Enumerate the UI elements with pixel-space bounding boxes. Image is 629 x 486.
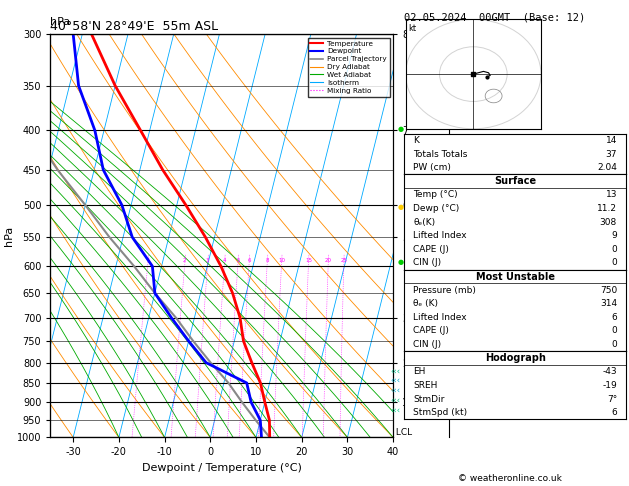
Text: 5: 5: [237, 259, 240, 263]
Text: hPa: hPa: [50, 17, 70, 27]
Y-axis label: km
ASL: km ASL: [419, 225, 437, 246]
Text: -43: -43: [603, 367, 617, 376]
Text: ●: ●: [398, 260, 404, 265]
X-axis label: Dewpoint / Temperature (°C): Dewpoint / Temperature (°C): [142, 463, 302, 473]
Text: Dewp (°C): Dewp (°C): [413, 204, 460, 213]
Text: © weatheronline.co.uk: © weatheronline.co.uk: [458, 474, 562, 483]
Legend: Temperature, Dewpoint, Parcel Trajectory, Dry Adiabat, Wet Adiabat, Isotherm, Mi: Temperature, Dewpoint, Parcel Trajectory…: [308, 37, 389, 97]
Text: Hodograph: Hodograph: [485, 353, 545, 363]
Text: 2.04: 2.04: [597, 163, 617, 172]
Text: 8: 8: [265, 259, 269, 263]
Text: 3: 3: [206, 259, 209, 263]
Text: 314: 314: [600, 299, 617, 308]
Text: 20: 20: [325, 259, 331, 263]
Text: 1: 1: [146, 259, 150, 263]
Text: 10: 10: [278, 259, 285, 263]
Text: CAPE (J): CAPE (J): [413, 327, 449, 335]
Text: 4: 4: [223, 259, 226, 263]
Text: ‹‹‹: ‹‹‹: [391, 406, 401, 415]
Text: ‹‹‹: ‹‹‹: [391, 387, 401, 396]
Text: PW (cm): PW (cm): [413, 163, 451, 172]
Text: Lifted Index: Lifted Index: [413, 231, 467, 240]
Text: 13: 13: [606, 191, 617, 199]
Text: ‹‹‹: ‹‹‹: [391, 397, 401, 405]
Text: CAPE (J): CAPE (J): [413, 245, 449, 254]
Text: ●: ●: [398, 126, 404, 132]
Text: EH: EH: [413, 367, 426, 376]
Text: 7°: 7°: [607, 395, 617, 403]
Text: ●: ●: [398, 204, 404, 209]
Text: 6: 6: [611, 313, 617, 322]
Text: Lifted Index: Lifted Index: [413, 313, 467, 322]
Text: Surface: Surface: [494, 176, 536, 186]
Text: 750: 750: [599, 286, 617, 295]
Text: ‹‹‹: ‹‹‹: [391, 367, 401, 376]
Text: Most Unstable: Most Unstable: [476, 272, 555, 281]
Text: 14: 14: [606, 136, 617, 145]
Text: Totals Totals: Totals Totals: [413, 150, 468, 158]
Text: 0: 0: [611, 245, 617, 254]
Text: 6: 6: [611, 408, 617, 417]
Text: 11.2: 11.2: [597, 204, 617, 213]
Y-axis label: hPa: hPa: [4, 226, 14, 246]
Text: Pressure (mb): Pressure (mb): [413, 286, 476, 295]
Y-axis label: Mixing Ratio (g/kg): Mixing Ratio (g/kg): [456, 193, 465, 278]
Text: Temp (°C): Temp (°C): [413, 191, 458, 199]
Text: -19: -19: [602, 381, 617, 390]
Text: θₑ (K): θₑ (K): [413, 299, 438, 308]
Text: 2: 2: [183, 259, 187, 263]
Text: LCL: LCL: [393, 428, 412, 437]
Text: StmSpd (kt): StmSpd (kt): [413, 408, 467, 417]
Text: 0: 0: [611, 327, 617, 335]
Text: SREH: SREH: [413, 381, 438, 390]
Text: 9: 9: [611, 231, 617, 240]
Text: kt: kt: [408, 24, 416, 33]
Text: K: K: [413, 136, 419, 145]
Text: CIN (J): CIN (J): [413, 340, 442, 349]
Text: 37: 37: [606, 150, 617, 158]
Text: CIN (J): CIN (J): [413, 259, 442, 267]
Text: 02.05.2024  00GMT  (Base: 12): 02.05.2024 00GMT (Base: 12): [404, 12, 585, 22]
Text: θₑ(K): θₑ(K): [413, 218, 435, 226]
Text: 0: 0: [611, 340, 617, 349]
Text: StmDir: StmDir: [413, 395, 445, 403]
Text: 15: 15: [305, 259, 312, 263]
Text: 0: 0: [611, 259, 617, 267]
Text: 308: 308: [599, 218, 617, 226]
Text: 6: 6: [247, 259, 251, 263]
Text: 25: 25: [340, 259, 347, 263]
Text: 40°58'N 28°49'E  55m ASL: 40°58'N 28°49'E 55m ASL: [50, 20, 218, 33]
Text: ‹‹‹: ‹‹‹: [391, 377, 401, 386]
